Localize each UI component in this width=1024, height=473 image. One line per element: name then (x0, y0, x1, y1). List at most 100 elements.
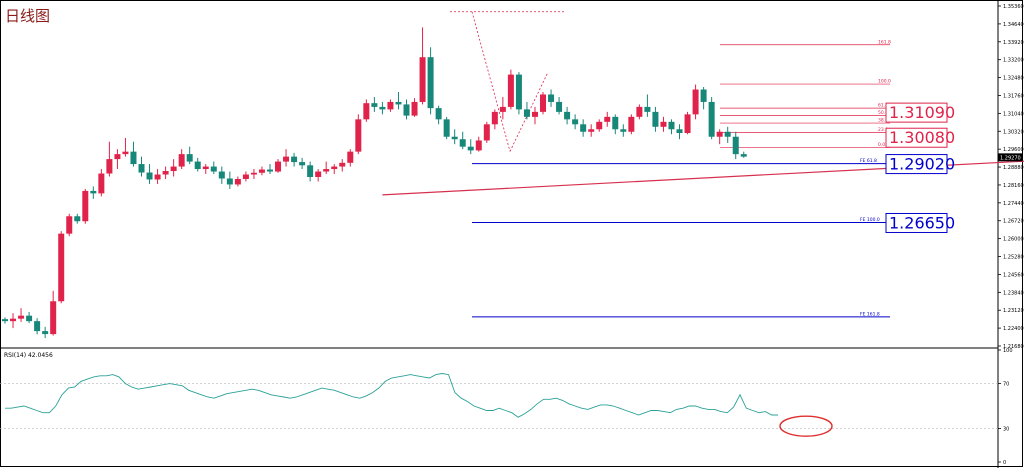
candle-body (2, 319, 8, 322)
candle-body (347, 151, 354, 163)
candle-body (162, 171, 169, 175)
candle-body (138, 164, 145, 173)
current-price-badge (998, 153, 1022, 162)
rsi-title: RSI(14) 42.0456 (4, 352, 53, 359)
candle-body (210, 166, 217, 172)
rsi-line (5, 373, 778, 418)
candle-body (242, 174, 249, 179)
fibo-level-label: 161.8 (878, 39, 891, 45)
candle-body (676, 129, 683, 134)
candle-body (50, 301, 57, 335)
candle-body (122, 151, 129, 155)
candle-body (628, 116, 635, 132)
candle-body (668, 121, 675, 130)
highlight-circle (779, 415, 833, 437)
candle-body (130, 151, 137, 165)
fibo-level-label: 61.8 (878, 103, 888, 109)
candle-body (483, 124, 490, 141)
fe-level-label: FE 100.0 (860, 217, 880, 223)
candle-body (580, 124, 587, 132)
candle-body (82, 190, 89, 222)
candle-body (74, 216, 81, 222)
candle-body (419, 57, 426, 102)
price-level-box (885, 102, 948, 123)
candle-body (363, 103, 370, 120)
price-level-label: 1.29020 (889, 155, 955, 174)
candle-body (459, 139, 466, 147)
candle-body (507, 74, 514, 107)
candle-body (218, 171, 225, 179)
candle-body (435, 108, 442, 120)
candle-body (620, 129, 627, 132)
price-tick-label: 1.32480 (1003, 76, 1024, 82)
trendline (382, 160, 1024, 196)
candle-body (403, 104, 410, 116)
candle-body (684, 114, 691, 134)
candle-body (275, 161, 282, 172)
fibo-level-label: 38.2 (878, 118, 888, 124)
candle-body (34, 321, 41, 332)
price-level-label: 1.30080 (889, 128, 955, 147)
rsi-tick-label: 100 (1003, 348, 1013, 354)
candle-body (732, 136, 739, 155)
price-level-box (885, 212, 948, 233)
price-tick-label: 1.26720 (1003, 219, 1024, 225)
candle-body (700, 89, 707, 102)
fe-level-label: FE 61.8 (860, 158, 877, 164)
current-price-label: 1.29270 (1000, 155, 1021, 161)
price-tick-label: 1.34640 (1003, 22, 1024, 28)
candle-body (42, 331, 49, 335)
price-tick-label: 1.33920 (1003, 40, 1024, 46)
price-tick-label: 1.24560 (1003, 272, 1024, 278)
candle-body (283, 156, 290, 162)
rsi-tick-label: 30 (1003, 426, 1009, 432)
candle-body (740, 154, 747, 157)
fe-dashed-leg (509, 71, 549, 152)
candle-body (339, 162, 346, 167)
price-tick-label: 1.30320 (1003, 129, 1024, 135)
candle-body (515, 74, 522, 110)
candle-body (106, 159, 113, 174)
price-tick-label: 1.29600 (1003, 147, 1024, 153)
candle-body (291, 156, 298, 163)
candle-body (146, 172, 153, 180)
candle-body (612, 116, 619, 130)
fibo-level-label: 50.0 (878, 110, 888, 116)
candle-body (644, 106, 651, 112)
candle-body (596, 121, 603, 130)
price-tick-label: 1.23120 (1003, 308, 1024, 314)
candle-body (451, 136, 458, 140)
candle-body (250, 172, 257, 175)
price-tick-label: 1.26000 (1003, 237, 1024, 243)
price-tick-label: 1.25280 (1003, 255, 1024, 261)
candle-body (588, 129, 595, 132)
candle-body (258, 169, 265, 173)
candle-body (202, 166, 209, 170)
price-level-box (885, 154, 948, 175)
price-level-label: 1.31090 (889, 103, 955, 122)
candle-body (315, 171, 322, 177)
candle-body (26, 315, 33, 322)
price-tick-label: 1.28880 (1003, 165, 1024, 171)
candle-body (331, 166, 338, 170)
candle-body (387, 101, 394, 110)
chart-title: 日线图 (5, 7, 50, 25)
candle-body (660, 121, 667, 127)
candle-body (556, 101, 563, 112)
candle-body (154, 174, 161, 180)
candle-body (234, 178, 241, 185)
fibo-level-label: 23.6 (878, 127, 888, 133)
price-level-box (885, 127, 948, 148)
candle-body (411, 101, 418, 116)
candle-body (18, 315, 25, 319)
candle-body (724, 131, 731, 137)
fe-dashed-leg (471, 11, 511, 152)
candle-body (604, 116, 611, 122)
price-tick-label: 1.28160 (1003, 183, 1024, 189)
price-tick-label: 1.31040 (1003, 111, 1024, 117)
candle-body (540, 94, 547, 112)
candle-body (66, 216, 73, 234)
price-tick-label: 1.33200 (1003, 58, 1024, 64)
